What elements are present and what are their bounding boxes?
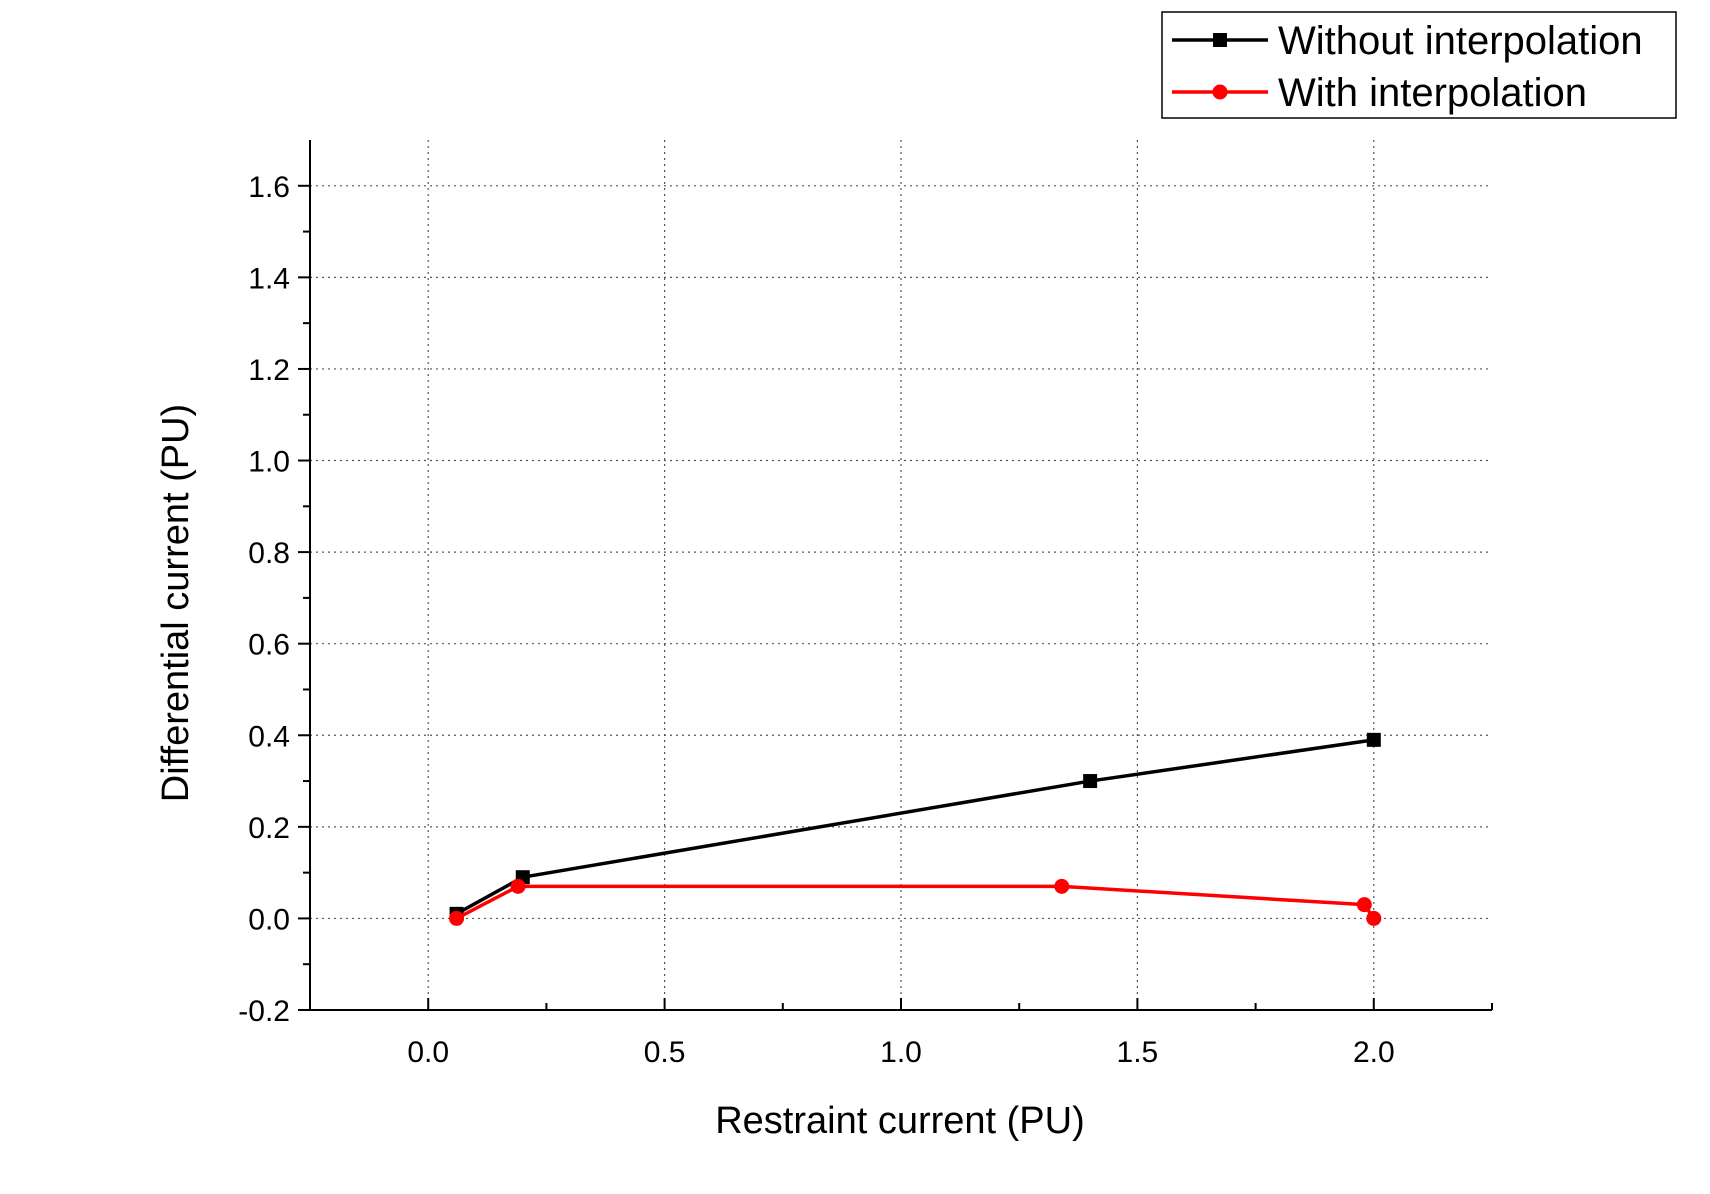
series-layer	[449, 732, 1382, 926]
data-point	[1054, 878, 1070, 894]
x-tick-label: 1.0	[880, 1036, 922, 1069]
y-tick-label: 0.6	[248, 629, 290, 662]
x-tick-label: 2.0	[1353, 1036, 1395, 1069]
data-point	[510, 878, 526, 894]
data-point	[1366, 910, 1382, 926]
series-line	[455, 738, 1375, 916]
series-line	[455, 884, 1376, 920]
x-tick-label: 0.0	[407, 1036, 449, 1069]
y-axis-title: Differential current (PU)	[155, 404, 197, 802]
y-tick-label: 0.0	[248, 903, 290, 936]
y-tick-label: -0.2	[238, 995, 290, 1028]
legend: Without interpolation With interpolation	[1161, 11, 1677, 119]
y-tick-label: 1.4	[248, 262, 290, 295]
legend-label: With interpolation	[1278, 71, 1587, 115]
data-point	[1366, 732, 1381, 747]
y-tick-label: 1.6	[248, 171, 290, 204]
series-2	[449, 878, 1382, 926]
legend-label: Without interpolation	[1278, 19, 1643, 63]
y-tick-label: 0.8	[248, 537, 290, 570]
y-tick-label: 1.2	[248, 354, 290, 387]
grid-lines	[310, 140, 1492, 1010]
legend-box	[1161, 11, 1677, 119]
data-point	[1083, 774, 1098, 789]
data-point	[449, 910, 465, 926]
y-tick-label: 0.2	[248, 812, 290, 845]
y-tick-label: 1.0	[248, 446, 290, 479]
y-tick-label: 0.4	[248, 720, 290, 753]
data-point	[1356, 897, 1372, 913]
legend-marker	[1213, 33, 1227, 47]
x-tick-label: 0.5	[644, 1036, 686, 1069]
legend-item: With interpolation	[1172, 71, 1587, 115]
x-axis-title: Restraint current (PU)	[715, 1100, 1085, 1142]
x-axis-ticks: 0.0 0.5 1.0 1.5 2.0	[309, 998, 1493, 1069]
legend-item: Without interpolation	[1172, 19, 1643, 63]
legend-marker	[1212, 84, 1228, 100]
y-axis-ticks: -0.2 0.0 0.2 0.4 0.6 0.8 1.0 1.2 1.4 1.6	[238, 171, 310, 1028]
x-tick-label: 1.5	[1117, 1036, 1159, 1069]
